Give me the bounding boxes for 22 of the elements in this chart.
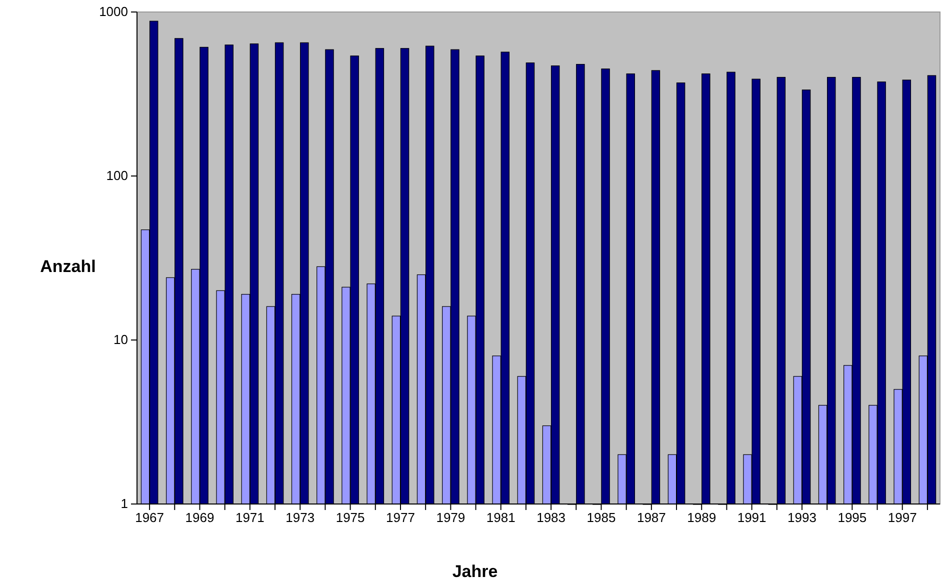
x-tick-label: 1981	[486, 510, 516, 526]
x-tick-label: 1973	[286, 510, 315, 526]
x-tick-label: 1971	[235, 510, 264, 526]
x-tick-label: 1967	[135, 510, 164, 526]
y-axis-title: Anzahl	[40, 257, 96, 276]
x-tick-label: 1983	[536, 510, 566, 526]
x-tick-label: 1987	[636, 510, 666, 526]
x-tick-label: 1991	[737, 510, 766, 526]
x-tick-label: 1975	[336, 510, 365, 526]
x-tick-label: 1993	[788, 510, 816, 526]
x-tick-label: 1995	[838, 510, 867, 526]
x-tick-label: 1969	[185, 510, 214, 526]
x-tick-label: 1985	[586, 510, 616, 526]
y-tick-label: 100	[106, 168, 128, 184]
y-tick-label: 10	[114, 332, 128, 348]
x-tick-label: 1979	[436, 510, 466, 526]
y-tick-label: 1000	[99, 4, 128, 20]
x-tick-label: 1977	[386, 510, 415, 526]
x-axis-title: Jahre	[452, 562, 498, 581]
x-tick-label: 1989	[687, 510, 716, 526]
y-tick-label: 1	[120, 496, 128, 512]
x-tick-label: 1997	[888, 510, 917, 526]
